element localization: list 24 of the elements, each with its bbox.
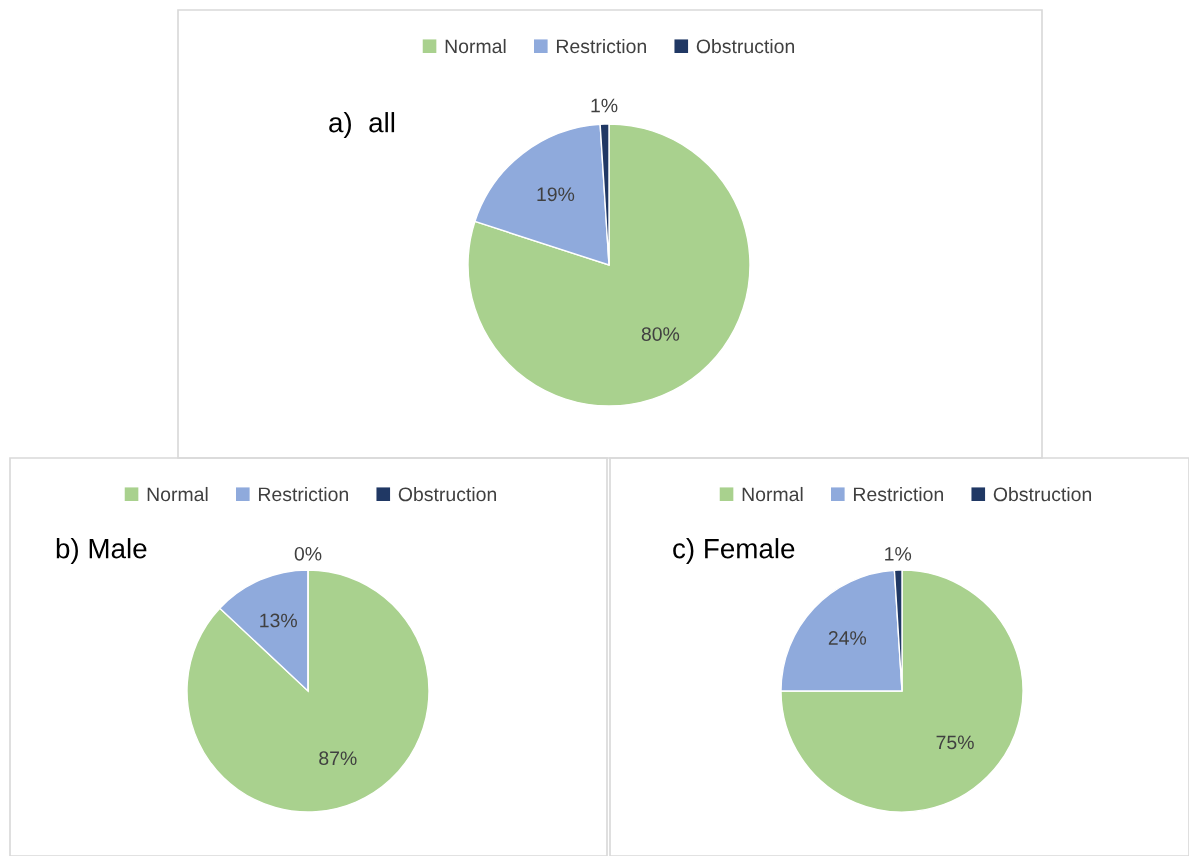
data-label: 1% [591,98,618,113]
legend-label: Obstruction [696,38,795,54]
pie-slice [780,569,1024,813]
text: c) Female [673,538,795,564]
data-label: 13% [260,613,297,628]
legend-label: Normal [742,486,803,502]
pie-slice [467,123,751,407]
text: a) all [329,112,395,138]
data-label: 24% [828,631,867,645]
legend-label: Restriction [258,486,348,502]
legend-label: Restriction [556,38,646,54]
data-label: 1% [885,547,912,561]
text: 0% [294,546,322,561]
pie-slice [186,569,430,813]
data-label: 75% [936,735,974,750]
legend-label: Restriction [853,486,943,502]
data-label: 87% [319,751,357,766]
legend-label: Obstruction [398,486,497,502]
legend-label: Obstruction [993,486,1092,502]
data-label: 19% [537,187,575,202]
legend-label: Normal [445,38,506,54]
legend-label: Normal [147,486,208,502]
text: b) Male [56,538,147,564]
data-label: 80% [641,327,680,341]
